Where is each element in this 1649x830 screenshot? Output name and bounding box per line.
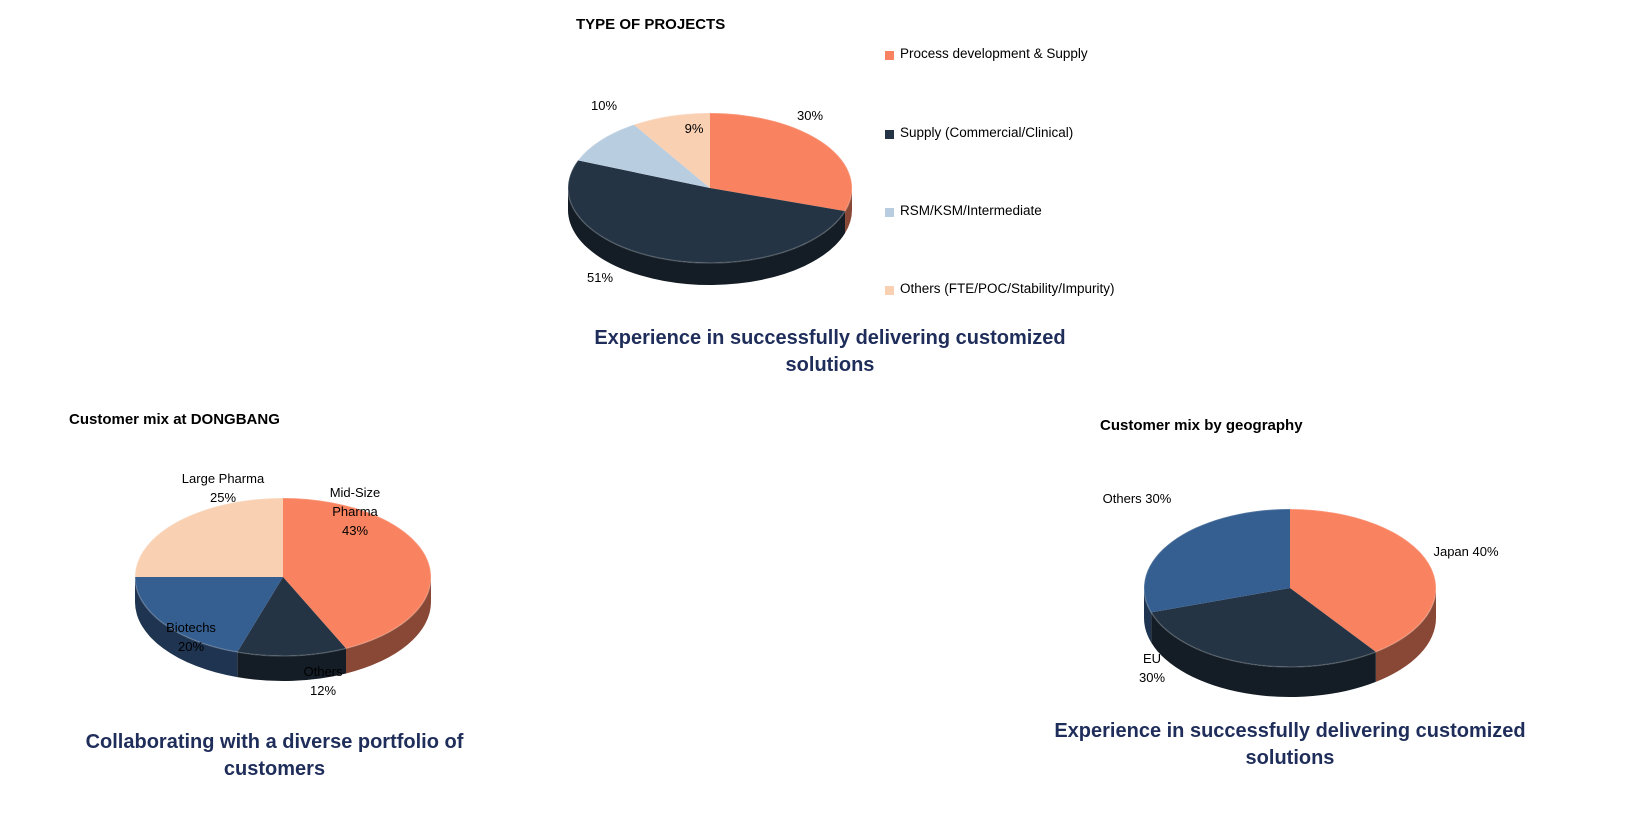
- pie-slice-supply-commercial-clinical: [568, 160, 846, 263]
- legend-label: RSM/KSM/Intermediate: [900, 203, 1042, 218]
- legend-label: Process development & Supply: [900, 46, 1088, 61]
- geography-pie-rim: [1143, 508, 1437, 668]
- pie-slice-large-pharma: [135, 498, 283, 577]
- legend-swatch: [885, 130, 894, 139]
- data-label-mid-size-pharma: Mid-Size Pharma 43%: [330, 485, 381, 538]
- data-label-large-pharma: Large Pharma 25%: [182, 471, 265, 505]
- data-label-japan: Japan 40%: [1433, 544, 1498, 559]
- data-label-others: Others 12%: [303, 664, 343, 698]
- data-label-biotechs: Biotechs 20%: [166, 620, 216, 654]
- data-label-process-development-supply: 30%: [797, 108, 823, 123]
- geography-pie-group: Japan 40% EU 30% Others 30%: [1103, 491, 1499, 698]
- pie-slice-others: [237, 577, 347, 656]
- projects-pie-group: 30% 51% 10% 9%: [567, 98, 853, 285]
- pie-slice-others-fte-poc-stability-impurity: [633, 113, 710, 188]
- dongbang-pie-rim: [134, 497, 432, 657]
- projects-pie-sides: [568, 188, 852, 285]
- data-label-eu: EU 30%: [1139, 651, 1165, 685]
- pie-side-supply-commercial-clinical: [568, 188, 846, 285]
- pie-slice-rsm-ksm-intermediate: [577, 124, 710, 188]
- geography-caption: Experience in successfully delivering cu…: [1054, 720, 1526, 769]
- legend-swatch: [885, 208, 894, 217]
- pie-side-others: [237, 648, 347, 681]
- geography-pie-sides: [1144, 588, 1436, 698]
- pie-slice-process-development-supply: [710, 113, 852, 212]
- pie-slice-others: [1144, 509, 1290, 613]
- data-label-others-fte-poc-stability-impurity: 9%: [685, 121, 704, 136]
- legend-swatch: [885, 286, 894, 295]
- pie-side-eu: [1151, 612, 1376, 698]
- legend-swatch: [885, 51, 894, 60]
- projects-chart-title: TYPE OF PROJECTS: [576, 16, 726, 33]
- data-label-rsm-ksm-intermediate: 10%: [591, 98, 617, 113]
- pie-side-mid-size-pharma: [346, 577, 432, 674]
- pie-slice-mid-size-pharma: [283, 498, 432, 649]
- pie-side-biotechs: [135, 577, 238, 678]
- dongbang-pie-group: Mid-Size Pharma 43% Others 12% Biotechs 20% Lar…: [134, 471, 432, 698]
- legend-label: Others (FTE/POC/Stability/Impurity): [900, 281, 1115, 296]
- pie-side-japan: [1375, 588, 1436, 682]
- projects-pie-rim: [567, 112, 853, 264]
- data-label-others: Others 30%: [1103, 491, 1172, 506]
- geography-chart-title: Customer mix by geography: [1100, 417, 1303, 434]
- pie-slice-japan: [1290, 509, 1437, 652]
- pie-slice-biotechs: [135, 577, 283, 653]
- data-label-supply-commercial-clinical: 51%: [587, 270, 613, 285]
- projects-caption: Experience in successfully delivering cu…: [594, 327, 1066, 376]
- pie-side-process-development-supply: [845, 188, 852, 234]
- pie-side-others: [1144, 588, 1152, 643]
- dongbang-pie-sides: [135, 577, 432, 681]
- pie-slice-eu: [1151, 588, 1376, 667]
- legend-label: Supply (Commercial/Clinical): [900, 125, 1074, 140]
- dongbang-caption: Collaborating with a diverse portfolio o…: [85, 731, 464, 780]
- dongbang-chart-title: Customer mix at DONGBANG: [69, 411, 280, 428]
